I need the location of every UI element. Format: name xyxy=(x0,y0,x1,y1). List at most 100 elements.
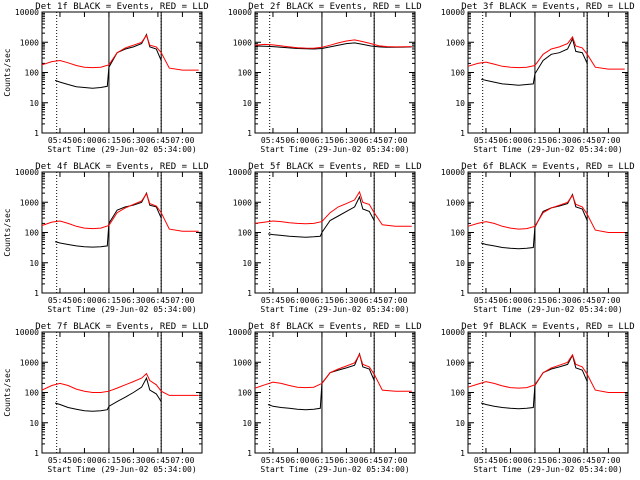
y-tick-label: 100 xyxy=(238,229,253,238)
y-tick-label: 1000 xyxy=(446,198,465,207)
y-tick-label: 10000 xyxy=(228,168,252,177)
panel-det-7f: Det 7f BLACK = Events, RED = LLD 1 10 100 10… xyxy=(3,322,209,474)
panel-title: Det 3f BLACK = Events, RED = LLD xyxy=(461,2,634,12)
x-tick-label: 05:45 xyxy=(261,296,285,305)
y-tick-label: 10 xyxy=(242,419,252,428)
lld-series-line xyxy=(254,39,412,49)
y-tick-label: 1 xyxy=(460,449,465,458)
x-tick-label: 07:00 xyxy=(170,296,194,305)
y-tick-label: 1 xyxy=(460,129,465,138)
panel-det-2f: Det 2f BLACK = Events, RED = LLD 1 10 100 10… xyxy=(228,2,422,154)
plot-frame xyxy=(467,331,629,454)
x-tick-label: 06:45 xyxy=(572,136,596,145)
x-tick-label: 06:30 xyxy=(121,296,145,305)
plot-frame xyxy=(467,11,629,134)
y-tick-label: 1 xyxy=(34,289,39,298)
y-tick-label: 10 xyxy=(455,99,465,108)
y-tick-label: 1 xyxy=(460,289,465,298)
x-axis-label: Start Time (29-Jun-02 05:34:00) xyxy=(260,305,409,314)
x-tick-label: 06:30 xyxy=(334,456,358,465)
y-tick-label: 10000 xyxy=(15,8,39,17)
x-tick-label: 06:45 xyxy=(359,136,383,145)
y-tick-label: 1 xyxy=(247,129,252,138)
x-tick-label: 06:15 xyxy=(97,296,121,305)
x-tick-label: 06:15 xyxy=(523,296,547,305)
panel-title: Det 8f BLACK = Events, RED = LLD xyxy=(248,322,421,332)
y-axis-label: Counts/sec xyxy=(3,48,12,96)
x-tick-label: 06:45 xyxy=(359,296,383,305)
y-tick-label: 1000 xyxy=(20,38,39,47)
x-tick-label: 07:00 xyxy=(596,136,620,145)
x-tick-label: 06:15 xyxy=(97,136,121,145)
y-axis-label: Counts/sec xyxy=(3,208,12,256)
x-tick-label: 07:00 xyxy=(596,296,620,305)
panel-title: Det 7f BLACK = Events, RED = LLD xyxy=(35,322,208,332)
x-tick-label: 06:00 xyxy=(498,296,522,305)
x-tick-label: 05:45 xyxy=(48,136,72,145)
lld-series-line xyxy=(467,353,625,393)
plot-frame xyxy=(467,171,629,294)
panel-det-3f: Det 3f BLACK = Events, RED = LLD 1 10 100 10… xyxy=(441,2,635,154)
x-tick-label: 05:45 xyxy=(261,136,285,145)
x-tick-label: 06:30 xyxy=(547,456,571,465)
x-tick-label: 06:30 xyxy=(334,136,358,145)
lld-series-line xyxy=(467,35,625,70)
events-series-line xyxy=(267,352,375,411)
x-tick-label: 06:15 xyxy=(310,456,334,465)
panel-title: Det 6f BLACK = Events, RED = LLD xyxy=(461,162,634,172)
x-tick-label: 06:15 xyxy=(523,456,547,465)
y-tick-label: 1 xyxy=(34,129,39,138)
events-series-line xyxy=(480,37,588,86)
y-tick-label: 10000 xyxy=(228,328,252,337)
events-series-line xyxy=(268,195,375,238)
y-tick-label: 1000 xyxy=(233,358,252,367)
y-tick-label: 10 xyxy=(29,99,39,108)
y-tick-label: 10000 xyxy=(441,328,465,337)
plot-frame xyxy=(254,171,416,294)
y-tick-label: 100 xyxy=(238,389,253,398)
y-tick-label: 1000 xyxy=(446,358,465,367)
x-tick-label: 06:15 xyxy=(523,136,547,145)
y-tick-label: 1 xyxy=(34,449,39,458)
x-tick-label: 06:30 xyxy=(547,296,571,305)
x-tick-label: 07:00 xyxy=(383,136,407,145)
x-tick-label: 05:45 xyxy=(48,296,72,305)
x-axis-label: Start Time (29-Jun-02 05:34:00) xyxy=(260,145,409,154)
x-axis-label: Start Time (29-Jun-02 05:34:00) xyxy=(260,465,409,474)
x-tick-label: 07:00 xyxy=(170,456,194,465)
y-tick-label: 1000 xyxy=(233,38,252,47)
y-tick-label: 1 xyxy=(247,289,252,298)
panel-title: Det 9f BLACK = Events, RED = LLD xyxy=(461,322,634,332)
x-tick-label: 06:00 xyxy=(72,136,96,145)
x-tick-label: 06:45 xyxy=(572,456,596,465)
plot-frame xyxy=(41,331,203,454)
x-axis-label: Start Time (29-Jun-02 05:34:00) xyxy=(47,465,196,474)
x-tick-label: 05:45 xyxy=(474,136,498,145)
x-tick-label: 06:00 xyxy=(498,456,522,465)
x-tick-label: 07:00 xyxy=(383,296,407,305)
events-series-line xyxy=(480,353,588,410)
panel-det-9f: Det 9f BLACK = Events, RED = LLD 1 10 100 10… xyxy=(441,322,635,474)
panel-title: Det 4f BLACK = Events, RED = LLD xyxy=(35,162,208,172)
x-tick-label: 07:00 xyxy=(170,136,194,145)
panel-title: Det 5f BLACK = Events, RED = LLD xyxy=(248,162,421,172)
y-tick-label: 100 xyxy=(25,389,40,398)
x-tick-label: 06:15 xyxy=(310,296,334,305)
plot-frame xyxy=(254,331,416,454)
x-tick-label: 07:00 xyxy=(383,456,407,465)
lld-series-line xyxy=(254,353,412,392)
panel-det-4f: Det 4f BLACK = Events, RED = LLD 1 10 100 10… xyxy=(3,162,209,314)
x-tick-label: 06:45 xyxy=(146,296,170,305)
events-series-line xyxy=(54,376,162,412)
panel-det-8f: Det 8f BLACK = Events, RED = LLD 1 10 100 10… xyxy=(228,322,422,474)
plot-frame xyxy=(41,171,203,294)
y-tick-label: 10 xyxy=(29,419,39,428)
y-tick-label: 10000 xyxy=(15,168,39,177)
y-tick-label: 100 xyxy=(451,69,466,78)
x-tick-label: 06:00 xyxy=(285,456,309,465)
y-axis-label: Counts/sec xyxy=(3,368,12,416)
panel-det-1f: Det 1f BLACK = Events, RED = LLD 1 10 100 10… xyxy=(3,2,209,154)
events-series-line xyxy=(480,193,588,250)
lld-series-line xyxy=(254,190,412,227)
